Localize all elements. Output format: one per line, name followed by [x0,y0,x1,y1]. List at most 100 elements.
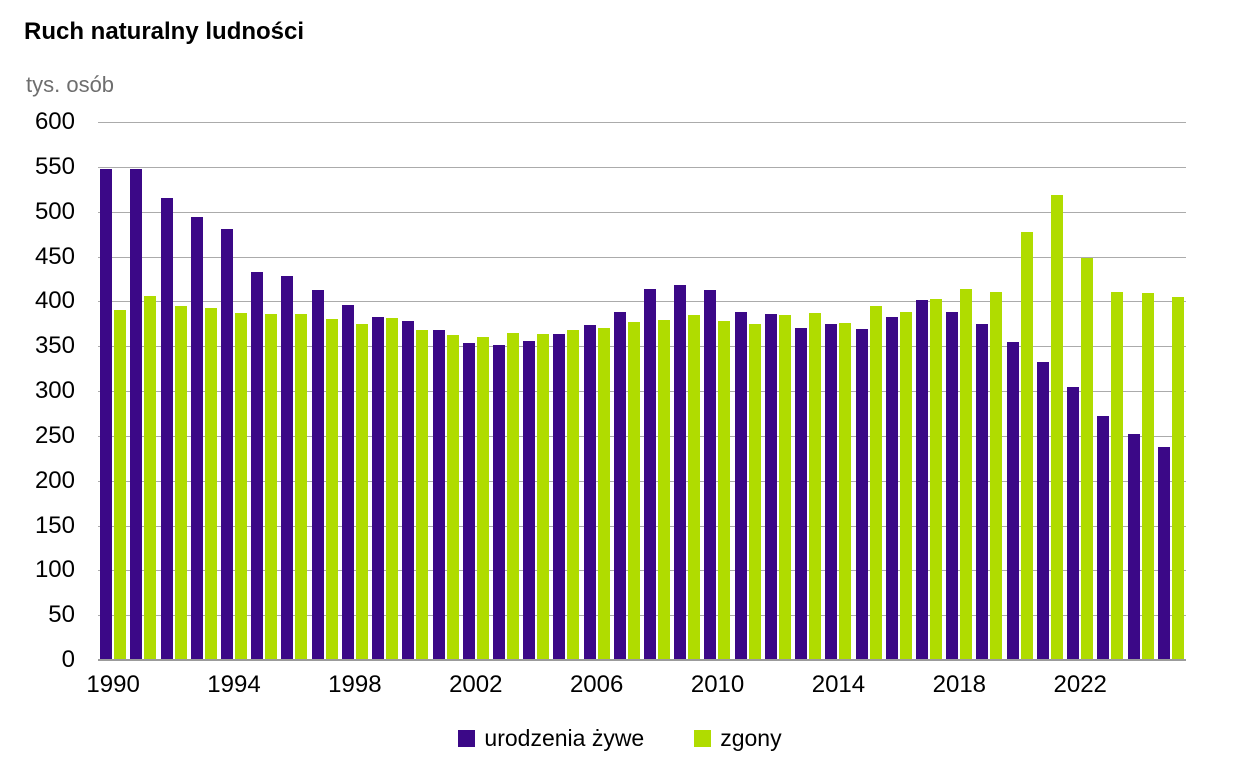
bar-deaths-1998 [355,323,368,660]
x-tick-label-1990: 1990 [86,671,140,698]
bar-births-2021 [1036,362,1049,660]
bar-group-2018 [944,122,974,660]
bar-births-2019 [976,323,989,660]
bar-group-2024 [1125,122,1155,660]
bar-group-1994 [219,122,249,660]
y-tick-label-500: 500 [34,197,75,225]
bar-group-1999 [370,122,400,660]
y-tick-label-550: 550 [34,152,75,180]
bar-deaths-2002 [476,337,489,660]
deaths-swatch-icon [694,730,712,747]
bar-deaths-1993 [204,307,217,660]
bar-deaths-2004 [537,333,550,660]
bar-deaths-1995 [265,313,278,660]
gridline-100 [98,570,1186,572]
y-tick-label-600: 600 [34,108,75,135]
legend-label-births: urodzenia żywe [484,725,645,751]
bar-deaths-1990 [114,310,127,660]
bar-deaths-2025 [1171,296,1184,660]
bar-group-1996 [279,122,309,660]
bar-births-2009 [674,285,687,660]
bar-deaths-2013 [809,313,822,660]
bar-group-1991 [128,122,158,660]
bar-deaths-2012 [778,314,791,660]
gridline-250 [98,435,1186,437]
gridline-350 [98,346,1186,348]
plot-area [98,122,1186,661]
bar-births-2010 [704,289,717,660]
bar-deaths-1992 [174,305,187,660]
bar-births-2006 [583,324,596,660]
gridline-200 [98,480,1186,482]
x-tick-label-2014: 2014 [811,671,866,698]
bar-births-2004 [523,340,536,660]
bar-group-2010 [702,122,732,660]
bar-group-2023 [1095,122,1125,660]
gridline-600 [98,122,1186,123]
bar-group-2016 [884,122,914,660]
y-axis-unit-label: tys. osób [26,72,115,97]
bar-births-2014 [825,323,838,660]
bar-deaths-2021 [1050,194,1063,660]
bar-deaths-2020 [1020,232,1033,660]
bar-births-2012 [764,313,777,660]
y-tick-label-100: 100 [34,556,75,584]
bar-group-2008 [642,122,672,660]
bar-deaths-2017 [930,298,943,660]
gridline-50 [98,615,1186,617]
bar-deaths-2011 [748,323,761,660]
bar-deaths-2001 [446,334,459,660]
y-tick-label-300: 300 [34,377,75,404]
x-tick-label-1998: 1998 [328,671,382,698]
chart-title: Ruch naturalny ludności [24,18,305,45]
bar-births-1995 [251,271,264,660]
bar-group-2006 [582,122,612,660]
legend-label-deaths: zgony [720,725,782,751]
bar-group-1993 [189,122,219,660]
bar-births-2022 [1067,386,1080,660]
x-axis-line [98,659,1186,661]
bar-births-2025 [1157,446,1170,660]
bar-deaths-2000 [416,330,429,660]
bar-births-1990 [100,168,113,660]
bar-births-2011 [734,312,747,660]
bar-deaths-2016 [899,312,912,660]
bar-deaths-2009 [688,314,701,660]
bar-deaths-2008 [658,320,671,660]
bar-deaths-2022 [1081,258,1094,660]
bar-group-2011 [733,122,763,660]
bar-group-2009 [672,122,702,660]
bar-deaths-2005 [567,330,580,660]
bar-group-2013 [793,122,823,660]
bar-births-1992 [160,198,173,660]
gridline-150 [98,525,1186,527]
gridline-400 [98,301,1186,303]
bar-group-2003 [491,122,521,660]
bar-group-2005 [551,122,581,660]
legend-item-births: urodzenia żywe [458,725,644,752]
bar-deaths-1994 [234,313,247,660]
bar-deaths-2018 [960,288,973,660]
bar-group-1990 [98,122,128,660]
bar-births-2024 [1127,434,1140,660]
y-tick-label-400: 400 [34,287,75,315]
bar-births-1991 [130,168,143,660]
bar-deaths-1991 [144,295,157,660]
bar-births-2017 [916,299,929,660]
y-tick-label-250: 250 [34,421,75,449]
bar-births-2001 [432,330,445,660]
bar-births-1999 [372,317,385,660]
bar-deaths-2010 [718,321,731,660]
y-tick-label-0: 0 [61,646,75,673]
bar-births-1996 [281,276,294,660]
bar-group-1992 [158,122,188,660]
y-tick-label-350: 350 [34,332,75,360]
bar-group-2014 [823,122,853,660]
bar-births-2015 [855,329,868,660]
bar-births-2020 [1006,341,1019,660]
bar-births-2016 [885,317,898,660]
bar-births-1998 [341,304,354,660]
bar-births-2023 [1097,416,1110,660]
bar-group-1995 [249,122,279,660]
bar-births-2005 [553,333,566,660]
